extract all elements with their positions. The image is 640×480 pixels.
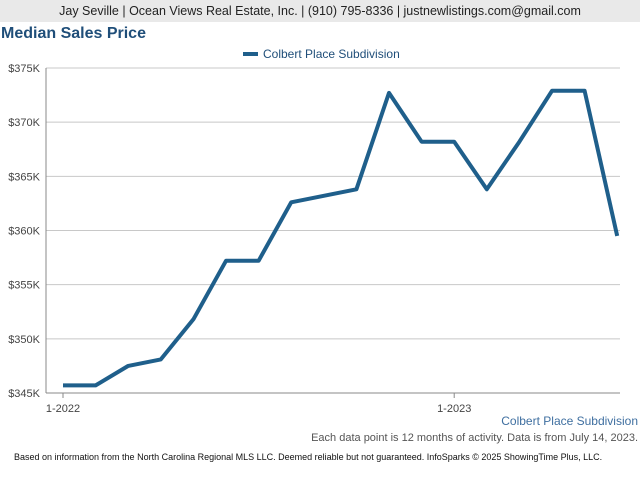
x-tick-label: 1-2022: [46, 403, 80, 415]
line-chart: $345K $350K $355K $360K $365K $370K $375K 1-202…: [8, 47, 620, 415]
header-contact-text: Jay Seville | Ocean Views Real Estate, I…: [59, 4, 581, 18]
footer-disclaimer: Based on information from the North Caro…: [14, 452, 603, 462]
y-tick-label: $355K: [8, 280, 40, 292]
header-contact-bar: Jay Seville | Ocean Views Real Estate, I…: [0, 0, 640, 22]
y-tick-label: $350K: [8, 334, 40, 346]
legend-label: Colbert Place Subdivision: [263, 47, 400, 61]
series-line: [63, 88, 620, 388]
data-note: Each data point is 12 months of activity…: [311, 432, 638, 444]
x-tick-label: 1-2023: [437, 403, 471, 415]
y-tick-label: $375K: [8, 63, 40, 75]
y-tick-label: $345K: [8, 388, 40, 400]
chart-title: Median Sales Price: [1, 25, 146, 42]
y-tick-label: $365K: [8, 171, 40, 183]
y-tick-label: $360K: [8, 226, 40, 238]
y-tick-label: $370K: [8, 117, 40, 129]
series-caption: Colbert Place Subdivision: [501, 414, 638, 428]
